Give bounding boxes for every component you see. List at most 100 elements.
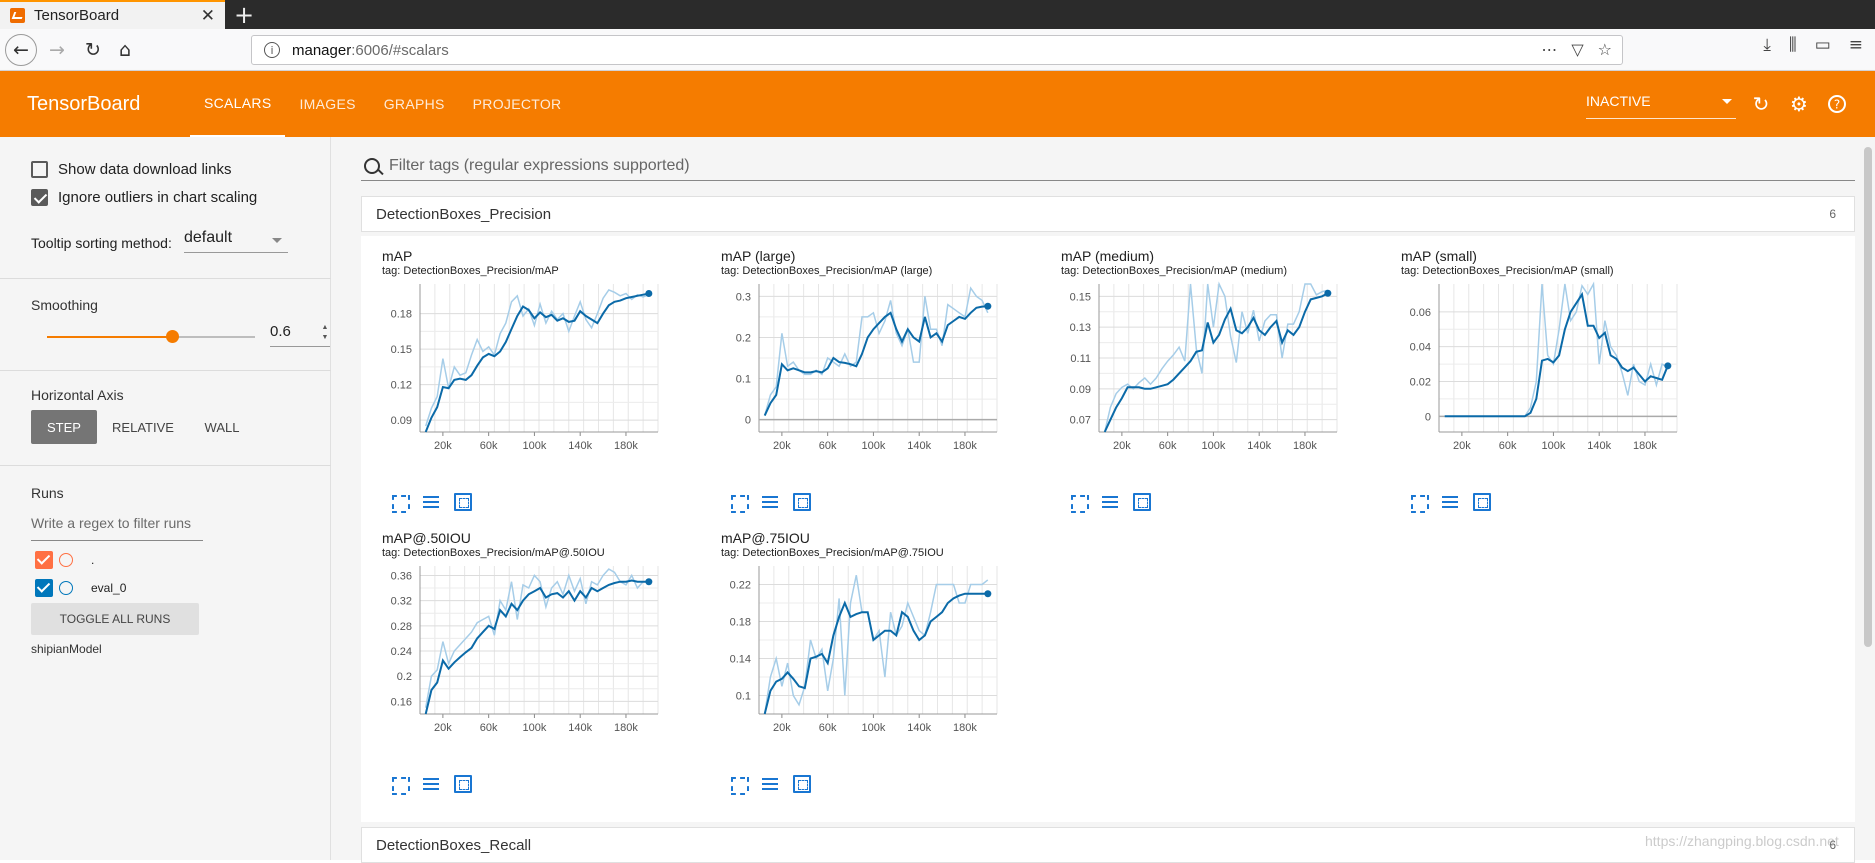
download-links-label: Show data download links bbox=[58, 161, 232, 178]
fit-domain-icon[interactable] bbox=[1133, 493, 1151, 511]
menu-icon[interactable]: ≡ bbox=[1848, 35, 1863, 55]
line-chart[interactable]: 0.07 0.09 0.11 0.13 0.15 20k 60k 100k 140k 180k bbox=[1061, 280, 1401, 495]
smoothed-series-line bbox=[763, 305, 988, 417]
reload-icon[interactable]: ↻ bbox=[85, 39, 101, 61]
axis-relative-button[interactable]: RELATIVE bbox=[112, 419, 174, 435]
y-tick-label: 0.2 bbox=[736, 332, 751, 344]
chart-tag: tag: DetectionBoxes_Precision/mAP (mediu… bbox=[1061, 265, 1288, 277]
raw-series-line bbox=[424, 288, 650, 427]
x-tick-label: 180k bbox=[953, 722, 977, 734]
y-tick-label: 0.13 bbox=[1070, 322, 1091, 334]
chart-card: mAP tag: DetectionBoxes_Precision/mAP 0.… bbox=[382, 240, 722, 522]
axis-step-button[interactable]: STEP bbox=[31, 410, 97, 444]
expand-icon[interactable] bbox=[729, 775, 747, 793]
line-chart[interactable]: 0 0.02 0.04 0.06 20k 60k 100k 140k 180k bbox=[1401, 280, 1741, 495]
category-header-precision[interactable]: DetectionBoxes_Precision 6 bbox=[361, 196, 1855, 232]
inactive-dashboards-select[interactable]: INACTIVE bbox=[1586, 93, 1736, 119]
toggle-all-runs-button[interactable]: TOGGLE ALL RUNS bbox=[31, 603, 199, 635]
y-tick-label: 0 bbox=[745, 415, 751, 427]
bookmark-star-icon[interactable]: ☆ bbox=[1597, 40, 1612, 59]
run-row-dot[interactable]: . bbox=[35, 551, 94, 569]
x-tick-label: 60k bbox=[480, 722, 498, 734]
download-links-checkbox[interactable] bbox=[31, 161, 48, 178]
x-tick-label: 180k bbox=[614, 722, 638, 734]
y-tick-label: 0.1 bbox=[736, 691, 751, 703]
line-chart[interactable]: 0.1 0.14 0.18 0.22 20k 60k 100k 140k 180k bbox=[721, 562, 1061, 777]
smoothing-slider[interactable] bbox=[47, 330, 255, 343]
home-icon[interactable]: ⌂ bbox=[118, 39, 132, 61]
pocket-icon[interactable]: ▽ bbox=[1571, 40, 1584, 59]
stepper-icon[interactable]: ▲ ▼ bbox=[321, 324, 329, 341]
fit-domain-icon[interactable] bbox=[793, 493, 811, 511]
y-tick-label: 0.22 bbox=[730, 580, 751, 592]
runs-filter-input[interactable]: Write a regex to filter runs bbox=[31, 515, 203, 541]
page-scrollbar[interactable] bbox=[1861, 137, 1875, 860]
downloads-icon[interactable]: ⤓ bbox=[1763, 35, 1771, 55]
category-header-recall[interactable]: DetectionBoxes_Recall 6 bbox=[361, 827, 1855, 863]
tooltip-sorting-label: Tooltip sorting method: bbox=[31, 235, 172, 251]
axis-wall-button[interactable]: WALL bbox=[204, 419, 240, 435]
library-icon[interactable]: ⫼ bbox=[1788, 35, 1797, 55]
chart-tag: tag: DetectionBoxes_Precision/mAP bbox=[382, 265, 559, 277]
fit-domain-icon[interactable] bbox=[454, 775, 472, 793]
sidebar-toggle-icon[interactable]: ▭ bbox=[1814, 35, 1831, 55]
run-checkbox[interactable] bbox=[35, 579, 53, 597]
fit-domain-icon[interactable] bbox=[793, 775, 811, 793]
browser-tab[interactable]: TensorBoard ✕ bbox=[0, 0, 225, 29]
category-name: DetectionBoxes_Precision bbox=[376, 205, 552, 223]
y-tick-label: 0.32 bbox=[391, 596, 412, 608]
tab-graphs[interactable]: GRAPHS bbox=[383, 96, 445, 112]
run-color-icon[interactable] bbox=[59, 553, 73, 567]
search-icon bbox=[364, 157, 380, 174]
smoothing-slider-handle[interactable] bbox=[165, 330, 179, 343]
line-chart[interactable]: 0 0.1 0.2 0.3 20k 60k 100k 140k 180k bbox=[721, 280, 1061, 495]
x-tick-label: 140k bbox=[907, 722, 931, 734]
toggle-log-scale-icon[interactable] bbox=[1101, 493, 1119, 511]
y-tick-label: 0.14 bbox=[730, 654, 751, 666]
help-icon[interactable]: ? bbox=[1826, 93, 1848, 115]
refresh-icon[interactable]: ↻ bbox=[1752, 92, 1770, 116]
url-host: manager bbox=[292, 41, 352, 59]
chart-card: mAP@.50IOU tag: DetectionBoxes_Precision… bbox=[382, 522, 722, 804]
y-tick-label: 0.1 bbox=[736, 374, 751, 386]
url-bar[interactable]: i manager:6006/#scalars ⋯ ▽ ☆ bbox=[251, 35, 1623, 65]
expand-icon[interactable] bbox=[390, 775, 408, 793]
tab-projector[interactable]: PROJECTOR bbox=[472, 96, 562, 112]
toggle-log-scale-icon[interactable] bbox=[761, 775, 779, 793]
ignore-outliers-option[interactable]: Ignore outliers in chart scaling bbox=[31, 189, 257, 206]
run-color-icon[interactable] bbox=[59, 581, 73, 595]
chart-card: mAP (medium) tag: DetectionBoxes_Precisi… bbox=[1061, 240, 1401, 522]
toggle-log-scale-icon[interactable] bbox=[422, 493, 440, 511]
ignore-outliers-checkbox[interactable] bbox=[31, 189, 48, 206]
run-checkbox[interactable] bbox=[35, 551, 53, 569]
expand-icon[interactable] bbox=[1409, 493, 1427, 511]
site-info-icon[interactable]: i bbox=[264, 42, 280, 58]
back-arrow-icon[interactable]: ← bbox=[5, 34, 37, 66]
fit-domain-icon[interactable] bbox=[1473, 493, 1491, 511]
settings-icon[interactable]: ⚙ bbox=[1790, 92, 1808, 116]
fit-domain-icon[interactable] bbox=[454, 493, 472, 511]
scrollbar-thumb[interactable] bbox=[1864, 147, 1872, 647]
toggle-log-scale-icon[interactable] bbox=[1441, 493, 1459, 511]
tab-images[interactable]: IMAGES bbox=[299, 96, 356, 112]
tab-scalars[interactable]: SCALARS bbox=[190, 71, 286, 137]
run-row-eval[interactable]: eval_0 bbox=[35, 579, 126, 597]
forward-arrow-icon[interactable]: → bbox=[49, 39, 65, 61]
toggle-log-scale-icon[interactable] bbox=[422, 775, 440, 793]
smoothing-input[interactable]: 0.6 ▲ ▼ bbox=[270, 323, 330, 347]
tag-filter-input[interactable]: Filter tags (regular expressions support… bbox=[361, 151, 1855, 181]
chart-title: mAP (small) bbox=[1401, 248, 1477, 264]
tab-close-icon[interactable]: ✕ bbox=[200, 6, 215, 25]
y-tick-label: 0.04 bbox=[1410, 342, 1431, 354]
expand-icon[interactable] bbox=[1069, 493, 1087, 511]
line-chart[interactable]: 0.16 0.2 0.24 0.28 0.32 0.36 20k 60k 100k 140k 180… bbox=[382, 562, 722, 777]
expand-icon[interactable] bbox=[729, 493, 747, 511]
new-tab-button[interactable]: + bbox=[234, 1, 255, 29]
tooltip-sorting-select[interactable]: default bbox=[184, 229, 288, 253]
chart-tag: tag: DetectionBoxes_Precision/mAP@.75IOU bbox=[721, 547, 944, 559]
line-chart[interactable]: 0.09 0.12 0.15 0.18 20k 60k 100k 140k 180k bbox=[382, 280, 722, 495]
expand-icon[interactable] bbox=[390, 493, 408, 511]
download-links-option[interactable]: Show data download links bbox=[31, 161, 231, 178]
page-actions-icon[interactable]: ⋯ bbox=[1541, 40, 1558, 59]
toggle-log-scale-icon[interactable] bbox=[761, 493, 779, 511]
